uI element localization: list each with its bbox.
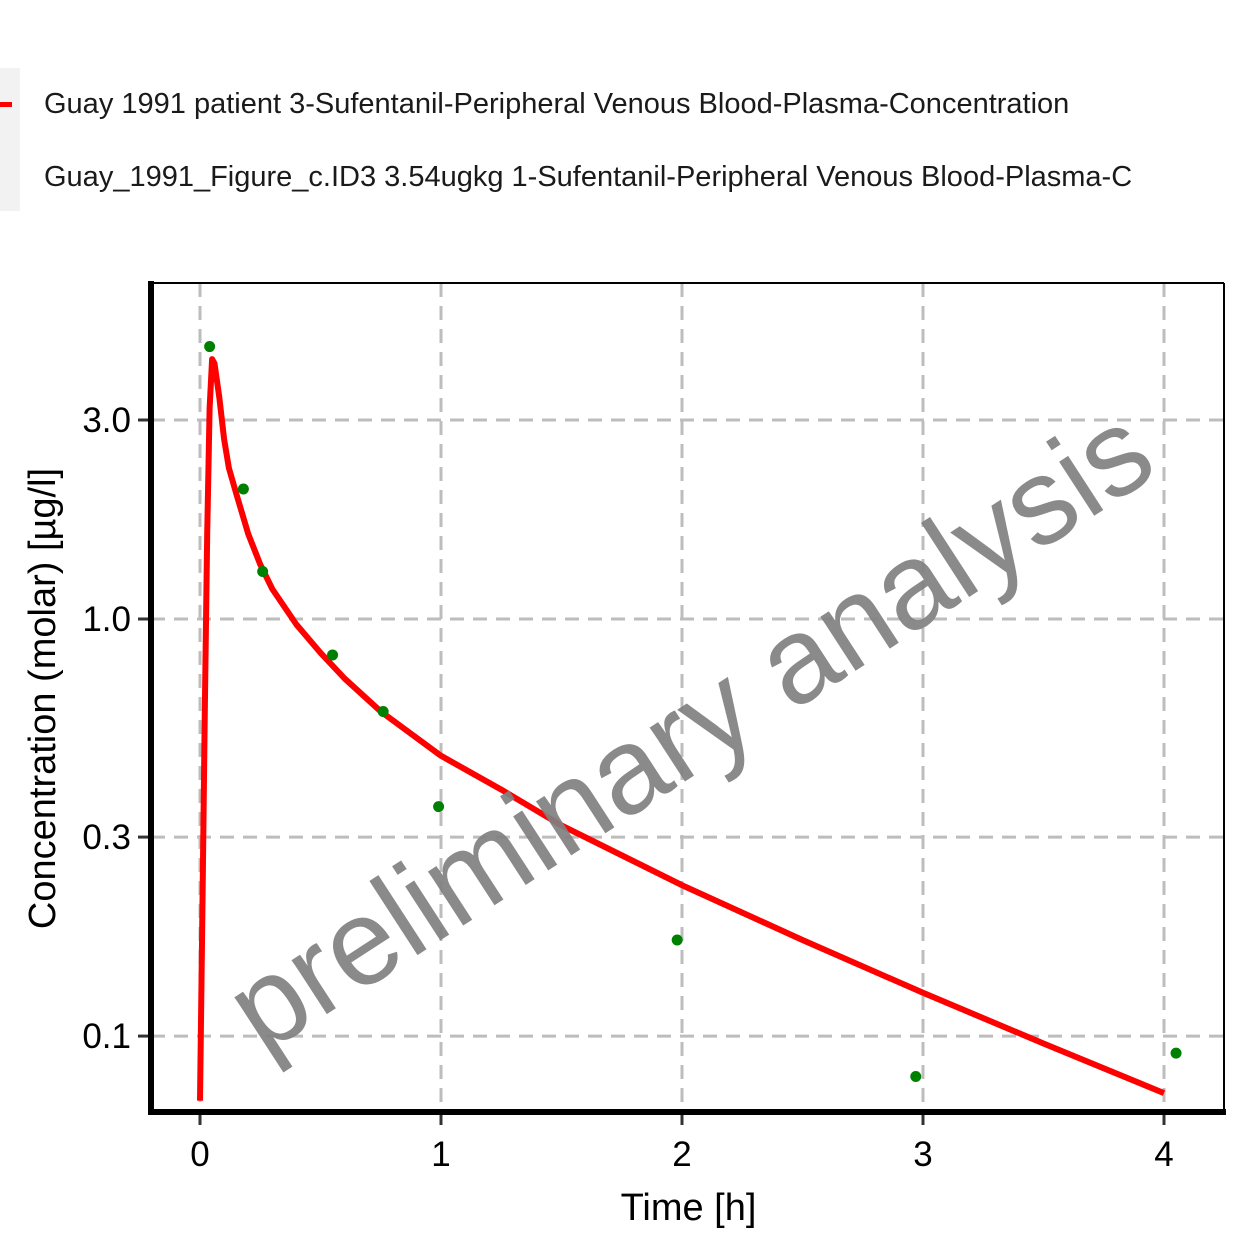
data-point-6 [671, 934, 683, 946]
plot-series [197, 341, 1182, 1101]
legend-label-simulation: Guay 1991 patient 3-Sufentanil-Periphera… [44, 88, 1070, 120]
x-tick-label-2: 2 [672, 1135, 691, 1174]
data-point-2 [257, 565, 269, 577]
y-tick-label-0: 0.1 [82, 1017, 131, 1056]
x-axis-ticks: 0 1 2 3 4 [190, 1115, 1174, 1174]
series-points-observed [204, 341, 1182, 1083]
series-line-simulation [197, 356, 1166, 1101]
data-point-3 [327, 649, 339, 661]
x-tick-label-1: 1 [431, 1135, 450, 1174]
y-axis-title: Concentration (molar) [µg/l] [22, 468, 64, 929]
data-point-1 [237, 483, 249, 495]
data-point-5 [433, 801, 445, 813]
legend-label-observed: Guay_1991_Figure_c.ID3 3.54ugkg 1-Sufent… [44, 161, 1133, 193]
legend-key-simulation [0, 102, 12, 107]
data-point-4 [377, 706, 389, 718]
data-point-7 [910, 1071, 922, 1083]
x-tick-label-4: 4 [1154, 1135, 1173, 1174]
watermark-text: preliminary analysis [203, 380, 1176, 1078]
x-tick-label-3: 3 [913, 1135, 932, 1174]
x-axis-title: Time [h] [621, 1187, 757, 1229]
y-tick-label-3: 3.0 [82, 401, 131, 440]
x-tick-label-0: 0 [190, 1135, 209, 1174]
y-tick-label-2: 1.0 [82, 600, 131, 639]
data-point-0 [204, 341, 216, 353]
y-tick-label-1: 0.3 [82, 818, 131, 857]
grid [151, 283, 1224, 1112]
plot-frame [148, 281, 1226, 1115]
y-axis-ticks: 0.1 0.3 1.0 3.0 [82, 401, 148, 1056]
data-point-8 [1170, 1047, 1182, 1059]
